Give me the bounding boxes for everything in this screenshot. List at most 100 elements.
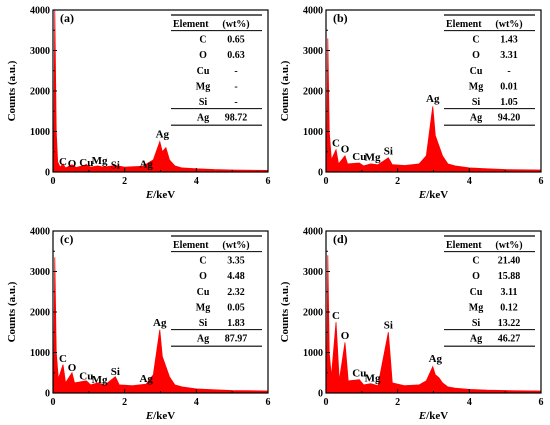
table-cell-value: 2.32 xyxy=(227,287,245,298)
y-tick-label: 0 xyxy=(318,389,323,400)
table-cell-value: 0.12 xyxy=(500,302,518,313)
spectrum-area xyxy=(325,38,542,173)
eds-panel-3: 0 2 4 6 0 1000 2000 3000 4000 E/keV Counts (a.u.) (… xyxy=(6,227,271,423)
table-header-element: Element xyxy=(173,19,209,30)
table-cell-value: 0.05 xyxy=(227,302,245,313)
table-header-wt: (wt%) xyxy=(495,19,522,30)
peak-label-o: O xyxy=(68,158,77,170)
y-tick-label: 3000 xyxy=(30,267,50,278)
peak-label-ag: Ag xyxy=(156,129,170,141)
x-tick-label: 2 xyxy=(122,397,127,408)
peak-label-o: O xyxy=(341,330,350,342)
y-tick-label: 4000 xyxy=(303,6,323,17)
table-cell-element: Ag xyxy=(197,113,209,124)
peak-label-cu: Cu xyxy=(79,371,93,383)
table-cell-value: - xyxy=(234,81,237,92)
composition-table: Element (wt%) C 0.65 O 0.63 Cu - Mg - Si - Ag 98.72 xyxy=(171,14,262,126)
table-cell-element: C xyxy=(199,35,206,46)
table-cell-element: Si xyxy=(472,97,481,108)
y-axis-title: Counts (a.u.) xyxy=(279,60,291,121)
x-tick-label: 0 xyxy=(51,397,56,408)
table-header-element: Element xyxy=(446,240,482,251)
peak-label-si: Si xyxy=(111,366,120,378)
composition-table: Element (wt%) C 1.43 O 3.31 Cu - Mg 0.01 Si 1.05 Ag 9… xyxy=(444,14,535,126)
table-cell-value: 3.31 xyxy=(500,50,518,61)
table-cell-element: C xyxy=(199,256,206,267)
peak-label-c: C xyxy=(59,353,67,365)
x-tick-label: 2 xyxy=(395,176,400,187)
table-cell-element: Cu xyxy=(470,287,483,298)
table-header-element: Element xyxy=(446,19,482,30)
x-tick-label: 6 xyxy=(539,397,544,408)
panel-label: (b) xyxy=(333,11,348,25)
table-cell-value: 46.27 xyxy=(498,334,521,345)
y-tick-label: 2000 xyxy=(303,308,323,319)
x-tick-label: 2 xyxy=(122,176,127,187)
y-tick-label: 1000 xyxy=(303,348,323,359)
table-cell-element: Si xyxy=(472,318,481,329)
x-tick-label: 6 xyxy=(266,176,271,187)
y-tick-label: 0 xyxy=(318,168,323,179)
table-cell-value: 1.43 xyxy=(500,35,518,46)
x-axis-title-unit: /keV xyxy=(152,410,175,422)
table-header-wt: (wt%) xyxy=(222,240,249,251)
x-tick-label: 6 xyxy=(266,397,271,408)
table-cell-element: C xyxy=(472,256,479,267)
y-tick-label: 4000 xyxy=(30,227,50,238)
x-axis-title-symbol: E xyxy=(418,189,426,201)
table-cell-value: 87.97 xyxy=(225,334,248,345)
peak-label-c: C xyxy=(59,156,67,168)
table-cell-value: 1.05 xyxy=(500,97,518,108)
x-axis-title-symbol: E xyxy=(418,410,426,422)
x-tick-label: 4 xyxy=(467,397,472,408)
table-cell-value: 0.01 xyxy=(500,81,518,92)
peak-label-cu: Cu xyxy=(352,367,366,379)
y-tick-label: 2000 xyxy=(30,308,50,319)
peak-label-si: Si xyxy=(384,146,393,158)
x-axis-title-unit: /keV xyxy=(425,189,448,201)
table-cell-value: 0.65 xyxy=(227,35,245,46)
y-tick-label: 1000 xyxy=(30,348,50,359)
x-axis-title-unit: /keV xyxy=(152,189,175,201)
table-cell-element: Si xyxy=(199,97,208,108)
x-axis-title: E/keV xyxy=(145,410,175,422)
table-cell-value: 98.72 xyxy=(225,113,248,124)
peak-label-si: Si xyxy=(384,320,393,332)
spectrum-area xyxy=(52,9,269,173)
table-cell-element: Ag xyxy=(470,113,482,124)
table-cell-value: 4.48 xyxy=(227,271,245,282)
peak-label-o: O xyxy=(341,144,350,156)
table-header-element: Element xyxy=(173,240,209,251)
peak-label-c: C xyxy=(332,310,340,322)
table-cell-element: Si xyxy=(199,318,208,329)
y-axis-title: Counts (a.u.) xyxy=(6,281,18,342)
y-tick-label: 3000 xyxy=(303,267,323,278)
y-tick-label: 0 xyxy=(45,389,50,400)
peak-label-ag: Ag xyxy=(139,373,153,385)
panel-label: (d) xyxy=(333,232,348,246)
table-cell-element: O xyxy=(199,50,207,61)
y-tick-label: 1000 xyxy=(303,127,323,138)
table-cell-element: Mg xyxy=(469,81,483,92)
peak-label-mg: Mg xyxy=(365,151,381,163)
table-cell-element: Mg xyxy=(196,302,210,313)
composition-table: Element (wt%) C 3.35 O 4.48 Cu 2.32 Mg 0.05 Si 1.83… xyxy=(171,235,262,347)
x-tick-label: 0 xyxy=(51,176,56,187)
table-cell-element: Cu xyxy=(197,66,210,77)
x-tick-label: 4 xyxy=(194,176,199,187)
peak-label-mg: Mg xyxy=(365,372,381,384)
table-header-wt: (wt%) xyxy=(495,240,522,251)
y-tick-label: 3000 xyxy=(303,46,323,57)
table-cell-value: 3.11 xyxy=(501,287,518,298)
table-cell-value: 3.35 xyxy=(227,256,245,267)
x-tick-label: 4 xyxy=(194,397,199,408)
peak-label-cu: Cu xyxy=(352,151,366,163)
table-cell-element: Mg xyxy=(196,81,210,92)
table-cell-value: 94.20 xyxy=(498,113,521,124)
table-cell-value: 21.40 xyxy=(498,256,521,267)
eds-panel-1: 0 2 4 6 0 1000 2000 3000 4000 E/keV Counts (a.u.) (… xyxy=(6,6,271,202)
composition-table: Element (wt%) C 21.40 O 15.88 Cu 3.11 Mg 0.12 Si 13… xyxy=(444,235,535,347)
y-tick-label: 1000 xyxy=(30,127,50,138)
peak-label-ag: Ag xyxy=(139,159,153,171)
